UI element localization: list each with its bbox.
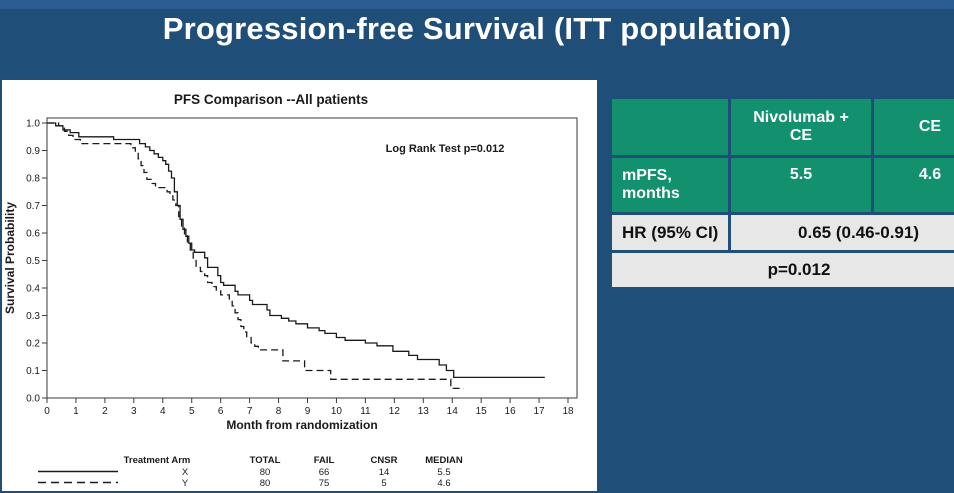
y-tick-label: 0.3 bbox=[26, 311, 40, 322]
x-tick-label: 10 bbox=[331, 406, 343, 417]
table-header-ce: CE bbox=[874, 99, 954, 155]
legend-x-cnsr: 14 bbox=[379, 467, 390, 478]
y-axis-ticks: 0.0 0.1 0.2 0.3 0.4 0.5 0.6 0.7 0.8 0.9 1.0 bbox=[26, 119, 47, 405]
x-tick-label: 12 bbox=[389, 406, 401, 417]
plot-frame bbox=[46, 117, 578, 399]
mpfs-row-label: mPFS, months bbox=[612, 158, 728, 212]
top-accent-strip bbox=[0, 0, 954, 9]
y-tick-label: 0.2 bbox=[26, 339, 40, 350]
chart-legend: Treatment Arm TOTAL FAIL CNSR MEDIAN X 8… bbox=[38, 455, 463, 489]
x-tick-label: 17 bbox=[533, 406, 545, 417]
table-header-nivolumab-ce: Nivolumab + CE bbox=[731, 99, 871, 155]
x-tick-label: 9 bbox=[305, 406, 311, 417]
legend-x-fail: 66 bbox=[319, 467, 330, 478]
x-tick-label: 0 bbox=[44, 406, 50, 417]
y-tick-label: 0.8 bbox=[26, 174, 40, 185]
mpfs-nivolumab-value: 5.5 bbox=[731, 158, 871, 212]
x-tick-label: 11 bbox=[360, 406, 371, 417]
legend-y-total: 80 bbox=[260, 478, 271, 489]
x-tick-label: 6 bbox=[218, 406, 224, 417]
x-tick-label: 15 bbox=[476, 406, 488, 417]
y-tick-label: 0.4 bbox=[26, 284, 40, 295]
y-tick-label: 1.0 bbox=[26, 119, 40, 130]
x-tick-label: 14 bbox=[447, 406, 459, 417]
legend-header-total: TOTAL bbox=[250, 455, 281, 466]
km-curve-Y bbox=[47, 122, 464, 390]
y-tick-label: 0.0 bbox=[26, 394, 40, 405]
hr-row-label: HR (95% CI) bbox=[612, 215, 728, 250]
x-tick-label: 1 bbox=[73, 406, 79, 417]
km-curves bbox=[47, 122, 545, 390]
y-tick-label: 0.6 bbox=[26, 229, 40, 240]
legend-y-arm: Y bbox=[182, 478, 189, 489]
y-tick-label: 0.7 bbox=[26, 201, 40, 212]
x-axis-ticks: 0 1 2 3 4 5 6 7 8 9 10 11 12 13 14 15 16 17 18 bbox=[44, 398, 574, 417]
legend-x-total: 80 bbox=[260, 467, 271, 478]
results-table: Nivolumab + CE CE mPFS, months 5.5 4.6 H… bbox=[612, 99, 954, 287]
chart-panel: PFS Comparison --All patients Log Rank T… bbox=[2, 80, 597, 491]
legend-header-cnsr: CNSR bbox=[371, 455, 398, 466]
km-curve-X bbox=[47, 122, 545, 379]
legend-y-cnsr: 5 bbox=[381, 478, 386, 489]
legend-header-arm: Treatment Arm bbox=[124, 455, 191, 466]
x-axis-label: Month from randomization bbox=[226, 418, 377, 432]
log-rank-annotation: Log Rank Test p=0.012 bbox=[386, 143, 505, 155]
legend-y-fail: 75 bbox=[319, 478, 330, 489]
legend-header-median: MEDIAN bbox=[425, 455, 463, 466]
hr-value: 0.65 (0.46-0.91) bbox=[731, 215, 954, 250]
x-tick-label: 2 bbox=[102, 406, 108, 417]
y-tick-label: 0.5 bbox=[26, 256, 40, 267]
pvalue-cell: p=0.012 bbox=[612, 253, 954, 287]
km-plot: PFS Comparison --All patients Log Rank T… bbox=[3, 92, 578, 489]
table-header-blank bbox=[612, 99, 728, 155]
y-tick-label: 0.9 bbox=[26, 146, 40, 157]
legend-header-fail: FAIL bbox=[314, 455, 335, 466]
legend-y-median: 4.6 bbox=[437, 478, 450, 489]
x-tick-label: 4 bbox=[160, 406, 166, 417]
legend-x-arm: X bbox=[182, 467, 189, 478]
y-tick-label: 0.1 bbox=[26, 366, 40, 377]
mpfs-ce-value: 4.6 bbox=[874, 158, 954, 212]
slide-title: Progression-free Survival (ITT populatio… bbox=[162, 11, 792, 46]
chart-title: PFS Comparison --All patients bbox=[174, 92, 368, 107]
x-tick-label: 8 bbox=[276, 406, 282, 417]
x-tick-label: 5 bbox=[189, 406, 195, 417]
x-tick-label: 3 bbox=[131, 406, 137, 417]
y-axis-label: Survival Probability bbox=[3, 202, 17, 314]
x-tick-label: 18 bbox=[562, 406, 574, 417]
x-tick-label: 16 bbox=[505, 406, 517, 417]
x-tick-label: 7 bbox=[247, 406, 253, 417]
legend-x-median: 5.5 bbox=[437, 467, 450, 478]
x-tick-label: 13 bbox=[418, 406, 430, 417]
